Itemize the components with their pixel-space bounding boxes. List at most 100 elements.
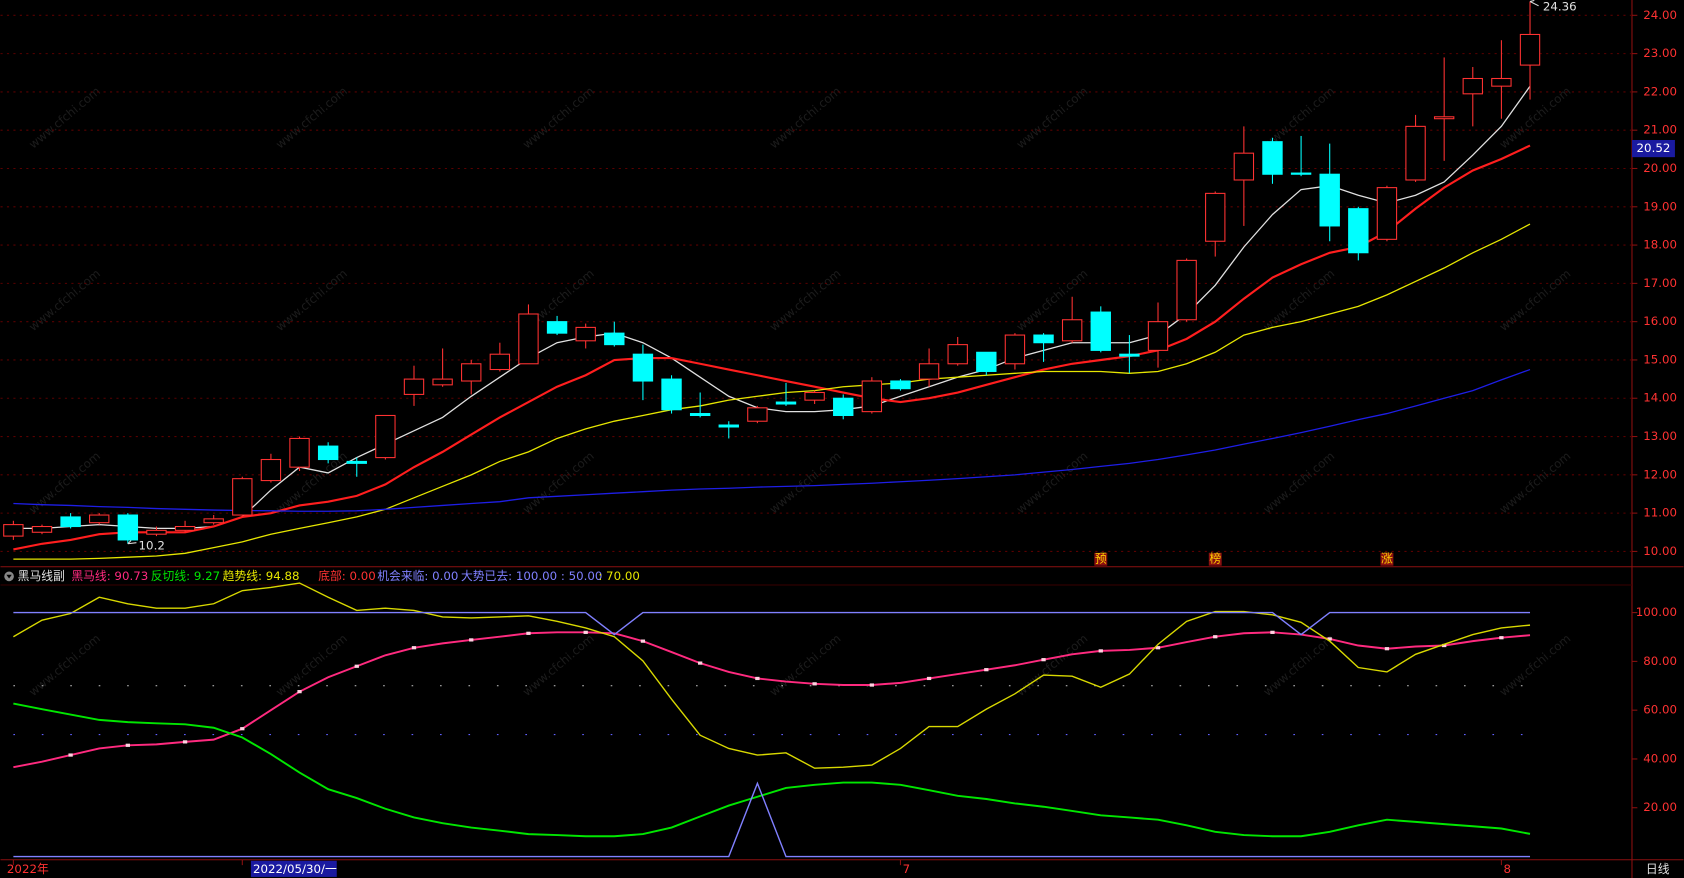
x-tick-label: 7	[903, 862, 911, 876]
candle-body	[1061, 319, 1083, 342]
indicator-point	[1155, 646, 1161, 650]
signal-label: 预	[1095, 552, 1107, 566]
candle-body	[317, 445, 339, 461]
moving-average-line	[13, 368, 1531, 512]
y-tick-label: 16.00	[1643, 314, 1677, 328]
indicator-line	[13, 781, 1531, 858]
y2-tick-label: 100.00	[1636, 605, 1677, 619]
candle-body	[1290, 172, 1312, 175]
candle-body	[1119, 353, 1140, 357]
indicator-point	[812, 682, 817, 686]
indicator-point	[640, 639, 646, 643]
candle-body	[1262, 141, 1283, 175]
candle-body	[1405, 125, 1426, 181]
candle-body	[1462, 77, 1483, 95]
y-tick-label: 23.00	[1643, 46, 1677, 60]
y-tick-label: 12.00	[1643, 467, 1677, 481]
indicator-point	[354, 664, 359, 668]
candle-body	[575, 326, 596, 342]
indicator-point	[1384, 647, 1390, 651]
candle-body	[546, 321, 568, 334]
candle-body	[775, 401, 797, 405]
indicator-title: 黑马线副	[18, 569, 65, 583]
candle-body	[861, 380, 883, 413]
max-arrow	[1529, 0, 1539, 7]
legend-entry: 黑马线: 90.73	[71, 569, 148, 583]
indicator-point	[698, 661, 703, 665]
candle-body	[1319, 173, 1340, 227]
y2-tick-label: 80.00	[1643, 654, 1677, 668]
indicator-point	[926, 676, 932, 681]
signal-box	[1208, 552, 1222, 566]
signal-box	[1094, 552, 1108, 566]
indicator-point	[526, 631, 531, 635]
candle-body	[632, 353, 654, 382]
candle-body	[833, 397, 854, 417]
y-tick-label: 21.00	[1643, 123, 1677, 137]
candle-body	[1491, 77, 1512, 87]
candle-body	[3, 524, 24, 537]
candle-body	[1176, 259, 1197, 321]
y-tick-label: 24.00	[1643, 8, 1677, 22]
y-tick-label: 11.00	[1643, 506, 1677, 520]
y-tick-label: 22.00	[1643, 84, 1677, 98]
y-tick-label: 19.00	[1643, 199, 1677, 213]
candle-body	[976, 351, 997, 372]
candle-body	[1205, 192, 1226, 242]
indicator-point	[984, 668, 989, 672]
indicator-line	[13, 611, 1531, 636]
candle-body	[1233, 152, 1255, 181]
candle-body	[747, 407, 768, 422]
indicator-point	[1213, 635, 1218, 639]
indicator-point	[240, 727, 245, 731]
candle-body	[60, 516, 81, 528]
candle-body	[89, 514, 110, 524]
indicator-point	[182, 740, 188, 744]
y2-tick-label: 20.00	[1643, 800, 1677, 814]
legend-entry: 趋势线: 94.88	[223, 569, 300, 583]
candle-body	[1519, 33, 1541, 66]
legend-entry: 机会来临: 0.00	[377, 569, 458, 583]
y2-tick-label: 40.00	[1643, 751, 1677, 765]
y-tick-label: 17.00	[1643, 276, 1677, 290]
indicator-point	[1499, 636, 1504, 640]
period-label[interactable]: 日线	[1646, 862, 1670, 876]
legend-entry: 大势已去: 100.00 : 50.00	[461, 569, 602, 583]
candle-body	[346, 460, 367, 464]
indicator-point	[125, 743, 130, 747]
indicator-point	[68, 753, 73, 757]
candle-body	[489, 353, 511, 371]
min-label: 10.2	[139, 538, 165, 552]
candle-body	[1348, 208, 1369, 254]
candle-body	[1033, 334, 1054, 344]
y-tick-label: 13.00	[1643, 429, 1677, 443]
indicator-point	[469, 638, 474, 642]
y-tick-label: 20.00	[1643, 161, 1677, 175]
candle-body	[604, 332, 625, 346]
y-tick-label: 10.00	[1643, 544, 1677, 558]
candle-body	[1004, 334, 1026, 365]
indicator-point	[869, 683, 874, 687]
candle-body	[661, 378, 682, 411]
legend-entry: 反切线: 9.27	[151, 569, 220, 583]
candle-body	[689, 413, 711, 417]
moving-average-line	[13, 144, 1531, 551]
indicator-point	[1041, 658, 1046, 662]
indicator-point	[583, 630, 588, 634]
candle-body	[174, 525, 196, 531]
y-tick-label: 18.00	[1643, 238, 1677, 252]
price-marker-box	[1631, 139, 1675, 158]
candle-body	[1376, 187, 1398, 240]
x-tick-label: 8	[1504, 862, 1512, 876]
indicator-point	[1442, 643, 1447, 648]
candle-body	[232, 478, 253, 516]
indicator-point	[1327, 637, 1332, 641]
y-tick-label: 15.00	[1643, 352, 1677, 366]
candle-body	[890, 380, 911, 390]
candle-body	[718, 424, 739, 428]
indicator-point	[1098, 649, 1103, 653]
indicator-point	[297, 690, 302, 694]
